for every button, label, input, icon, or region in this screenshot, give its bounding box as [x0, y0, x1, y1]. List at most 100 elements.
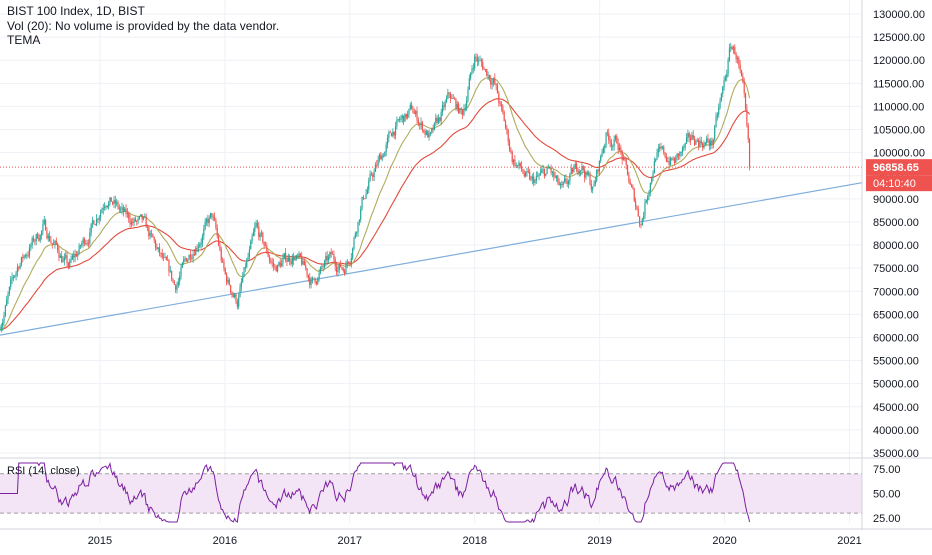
candle	[522, 168, 524, 175]
candle-body	[22, 256, 24, 258]
candle-body	[348, 261, 350, 263]
candle	[46, 227, 48, 240]
candle	[392, 128, 394, 138]
candle	[108, 200, 110, 210]
candle	[667, 156, 669, 163]
candle	[301, 251, 303, 267]
candle-body	[667, 161, 669, 163]
candle	[352, 247, 354, 261]
candle-body	[575, 163, 578, 170]
candle-body	[409, 104, 411, 109]
candle-body	[99, 213, 102, 218]
candle	[711, 137, 713, 149]
countdown-value: 04:10:40	[873, 178, 916, 190]
candle	[602, 146, 605, 154]
candle	[669, 156, 672, 166]
last-price-badge: 96858.65 04:10:40	[866, 159, 932, 192]
candle-body	[740, 70, 743, 77]
candle	[405, 113, 407, 120]
candle-body	[726, 73, 728, 78]
candle-body	[510, 149, 512, 153]
candle	[158, 243, 161, 257]
candle	[223, 258, 225, 272]
candle-body	[470, 72, 472, 79]
candle	[488, 74, 491, 82]
candle	[142, 216, 145, 221]
candle	[435, 113, 437, 126]
candle	[179, 271, 181, 286]
candle	[511, 150, 513, 165]
candle	[187, 258, 189, 263]
candle-body	[366, 189, 369, 194]
candle	[716, 112, 718, 121]
candle-body	[596, 169, 598, 181]
candle-body	[91, 220, 94, 224]
candle	[610, 138, 613, 151]
price-tick-label: 55000.00	[873, 356, 919, 368]
candle-body	[588, 174, 590, 176]
candle-body	[494, 78, 496, 84]
candle	[437, 114, 440, 124]
candle	[609, 135, 611, 148]
candle-body	[87, 243, 90, 245]
candle	[382, 153, 385, 158]
candle-body	[246, 260, 248, 268]
candle	[651, 176, 653, 185]
candle	[443, 101, 445, 111]
candle	[408, 108, 410, 119]
candle	[10, 275, 12, 291]
candle-body	[562, 181, 564, 186]
candle-body	[108, 203, 110, 208]
candle-body	[32, 238, 35, 241]
candle-body	[260, 232, 263, 234]
candle	[431, 127, 433, 135]
candle-body	[475, 56, 477, 58]
candle-body	[563, 178, 566, 182]
candle	[563, 174, 566, 184]
candle-body	[474, 56, 476, 69]
candle-body	[609, 139, 611, 143]
candle-body	[545, 173, 547, 176]
candle	[209, 212, 212, 219]
candle	[247, 252, 249, 262]
candle-body	[339, 263, 342, 267]
candle	[297, 253, 299, 259]
candle	[125, 204, 127, 218]
candle-body	[365, 193, 367, 199]
candle	[702, 142, 704, 151]
candle-body	[62, 260, 64, 263]
candle-body	[565, 178, 567, 182]
candle-body	[488, 75, 491, 80]
candle-body	[78, 245, 80, 254]
candle-body	[267, 251, 269, 257]
candle	[345, 260, 347, 274]
candle	[744, 92, 747, 111]
candle	[57, 242, 59, 254]
candle	[637, 205, 639, 217]
candle	[700, 136, 702, 145]
candle	[740, 69, 743, 77]
candle-body	[362, 196, 364, 199]
candle	[490, 74, 492, 89]
candle-body	[188, 254, 190, 261]
candle	[555, 175, 558, 182]
candle	[388, 130, 390, 143]
candle	[330, 248, 332, 258]
candle	[157, 247, 159, 253]
candle-body	[283, 253, 285, 259]
candle	[626, 164, 629, 176]
candle	[184, 256, 186, 262]
candle	[73, 250, 75, 263]
candle-body	[145, 216, 147, 228]
candle	[353, 236, 355, 251]
candle-body	[714, 126, 716, 140]
candle-body	[195, 248, 197, 256]
candle	[236, 298, 238, 310]
candle-body	[301, 256, 303, 265]
candle	[251, 233, 253, 245]
candle	[207, 214, 209, 227]
candle-body	[727, 59, 729, 74]
candle	[710, 137, 712, 150]
candle-body	[212, 216, 214, 218]
